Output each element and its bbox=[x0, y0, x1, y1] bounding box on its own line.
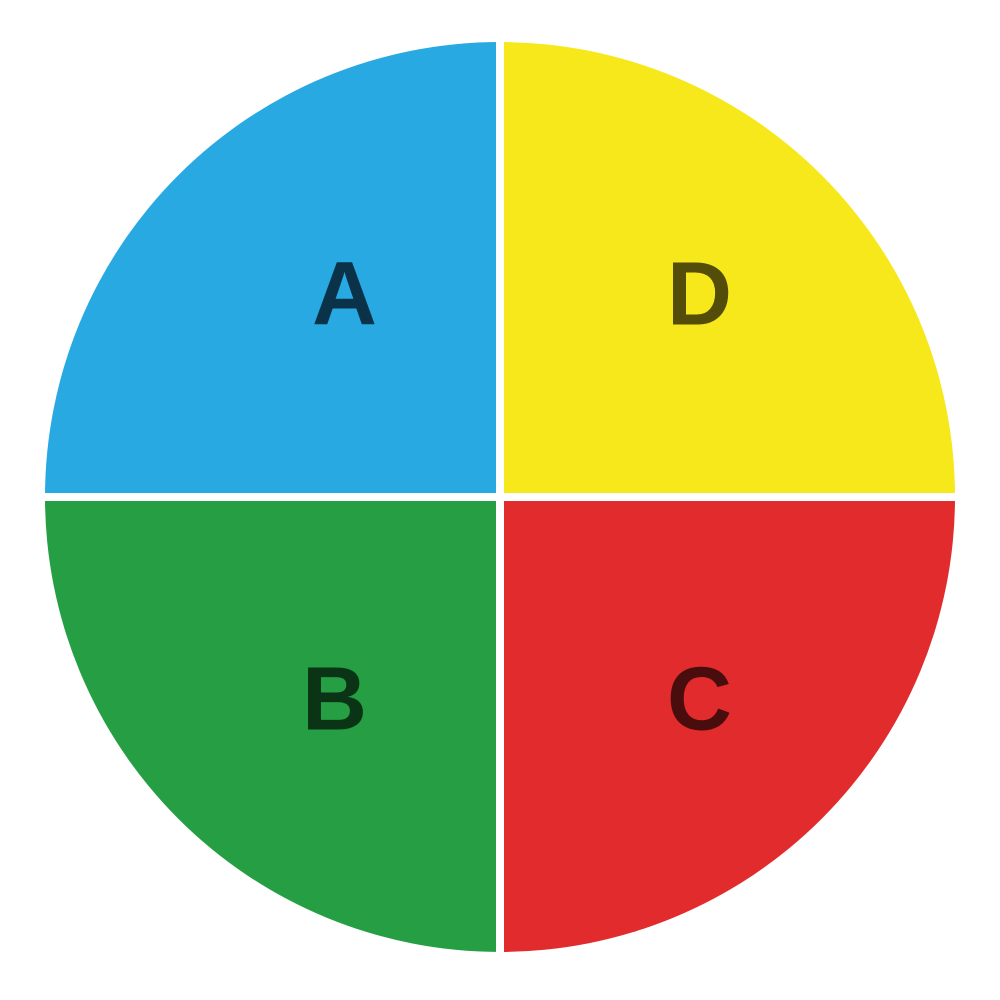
pie-svg bbox=[0, 0, 1000, 1000]
slice-b bbox=[45, 497, 500, 952]
slice-label-d: D bbox=[667, 244, 733, 347]
slice-label-b: B bbox=[302, 649, 368, 752]
slice-label-c: C bbox=[667, 649, 733, 752]
slice-a bbox=[45, 42, 500, 497]
slice-label-a: A bbox=[312, 244, 378, 347]
pie-chart: A D B C bbox=[0, 0, 1000, 1000]
divider-horizontal bbox=[45, 493, 955, 501]
